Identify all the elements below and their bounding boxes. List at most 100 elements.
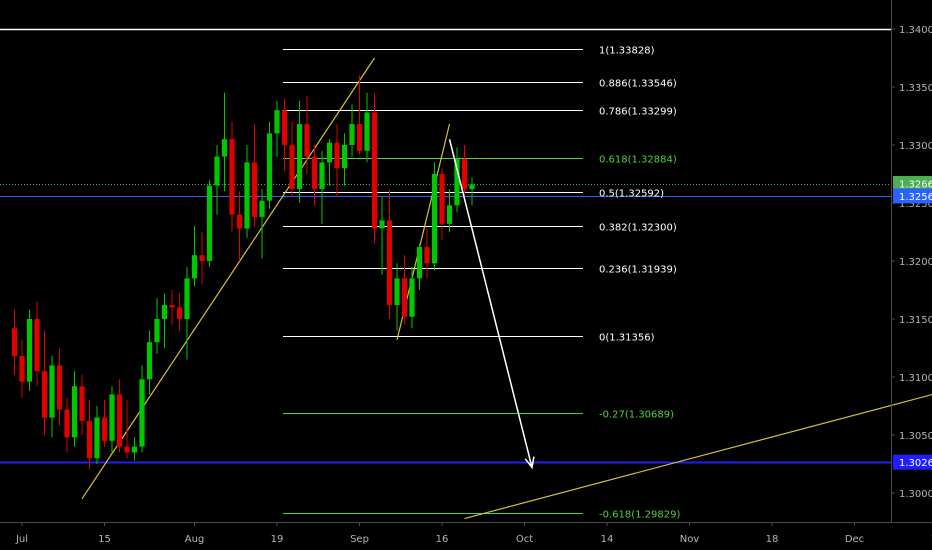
price-tick-label: 1.31500 — [899, 315, 932, 326]
arrow-shaft[interactable] — [448, 139, 533, 468]
bullish-candle — [221, 139, 228, 157]
prev-price-badge — [893, 188, 932, 204]
bearish-candle — [304, 124, 310, 157]
horizontal-lines-layer — [0, 28, 891, 464]
price-tick-label: 1.33000 — [899, 141, 932, 152]
bearish-candle — [289, 145, 295, 190]
bullish-candle — [296, 124, 303, 190]
fib-level-label: 0.236(1.31939) — [599, 265, 677, 276]
time-tick-label: 14 — [601, 534, 614, 545]
bearish-candle — [199, 255, 205, 261]
bearish-candle — [124, 446, 130, 453]
time-tick-label: 16 — [436, 534, 449, 545]
time-tick-label: 19 — [271, 534, 284, 545]
support-price-badge — [893, 454, 932, 470]
bullish-candle — [154, 319, 160, 343]
bearish-candle — [79, 386, 85, 422]
bearish-candle — [281, 110, 288, 145]
bearish-candle — [176, 307, 183, 319]
bullish-candle — [71, 386, 78, 438]
time-tick-label: 16 — [931, 534, 932, 545]
time-tick-label: Sep — [350, 534, 369, 545]
bullish-candle — [431, 174, 438, 264]
fib-level-label: 0.786(1.33299) — [599, 107, 677, 118]
price-price-badge-label: 1.32668 — [899, 180, 932, 191]
price-tick-label: 1.32000 — [899, 257, 932, 268]
bullish-candle — [364, 112, 370, 151]
time-tick-label: 15 — [98, 534, 111, 545]
bearish-candle — [386, 220, 393, 306]
price-axis[interactable]: 1.34000 1.33500 1.33000 1.32500 1.32000 1.315… — [891, 25, 932, 500]
trendline[interactable] — [81, 57, 375, 500]
bearish-candle — [64, 409, 70, 438]
bullish-candle — [206, 185, 213, 261]
bearish-candle — [251, 162, 258, 217]
bullish-candle — [409, 278, 415, 317]
bullish-candle — [416, 247, 423, 279]
time-tick-label: Nov — [680, 534, 700, 545]
bullish-candle — [326, 142, 333, 163]
time-tick-label: Oct — [516, 534, 533, 545]
bullish-candle — [214, 156, 220, 186]
bullish-candle — [259, 200, 265, 217]
fib-level-label: 0.886(1.33546) — [599, 79, 677, 90]
price-tick-label: 1.30000 — [899, 489, 932, 500]
bullish-candle — [26, 319, 33, 382]
bullish-candle — [379, 220, 385, 229]
bullish-candle — [394, 278, 400, 306]
candles-layer — [11, 75, 475, 470]
time-tick-label: 18 — [766, 534, 779, 545]
bullish-candle — [349, 124, 355, 145]
bearish-candle — [34, 319, 40, 372]
bullish-candle — [319, 162, 325, 190]
bullish-candle — [161, 305, 168, 319]
time-tick-label: Jul — [15, 534, 28, 545]
fib-level-label: 1(1.33828) — [599, 46, 655, 57]
bearish-candle — [236, 214, 243, 229]
fib-level-label: -0.27(1.30689) — [599, 410, 674, 421]
bullish-candle — [446, 205, 453, 224]
bearish-candle — [56, 365, 63, 410]
bearish-candle — [371, 112, 378, 229]
bearish-candle — [311, 156, 318, 190]
support-price-badge-label: 1.30266 — [899, 458, 932, 469]
bearish-candle — [169, 305, 175, 308]
time-tick-label: Dec — [845, 534, 864, 545]
fib-level-label: 0.382(1.32300) — [599, 223, 677, 234]
bullish-candle — [274, 110, 280, 134]
price-tick-label: 1.30500 — [899, 431, 932, 442]
forecast-arrow[interactable] — [448, 139, 535, 470]
bullish-candle — [139, 379, 145, 447]
bullish-candle — [49, 365, 55, 418]
bullish-candle — [341, 145, 348, 169]
bearish-candle — [116, 394, 123, 447]
bearish-candle — [41, 371, 48, 418]
bearish-candle — [334, 142, 340, 169]
time-tick-label: Aug — [185, 534, 205, 545]
bullish-candle — [266, 133, 273, 201]
fibonacci-retracement[interactable]: 1(1.33828) 0.886(1.33546) 0.786(1.33299) 0.… — [283, 46, 680, 521]
price-tick-label: 1.31000 — [899, 373, 932, 384]
bearish-candle — [356, 124, 363, 151]
bullish-candle — [109, 394, 115, 441]
arrow-head[interactable] — [524, 456, 535, 470]
bearish-candle — [229, 139, 235, 215]
bullish-candle — [244, 162, 250, 229]
fib-level-label: -0.618(1.29829) — [599, 510, 680, 521]
fib-level-label: 0.618(1.32884) — [599, 155, 677, 166]
time-axis[interactable]: Jul 15 Aug 19 Sep 16 Oct 14 Nov 18 Dec 16 — [15, 522, 932, 545]
bullish-candle — [184, 278, 190, 319]
price-tick-label: 1.32500 — [899, 199, 932, 210]
bullish-candle — [469, 184, 475, 190]
bearish-candle — [439, 174, 445, 224]
bearish-candle — [19, 356, 25, 382]
price-tick-label: 1.34000 — [899, 25, 932, 36]
bearish-candle — [461, 158, 468, 190]
bullish-candle — [191, 255, 198, 279]
bullish-candle — [94, 417, 100, 459]
fib-level-label: 0.5(1.32592) — [599, 189, 664, 200]
trendline[interactable] — [464, 393, 932, 520]
